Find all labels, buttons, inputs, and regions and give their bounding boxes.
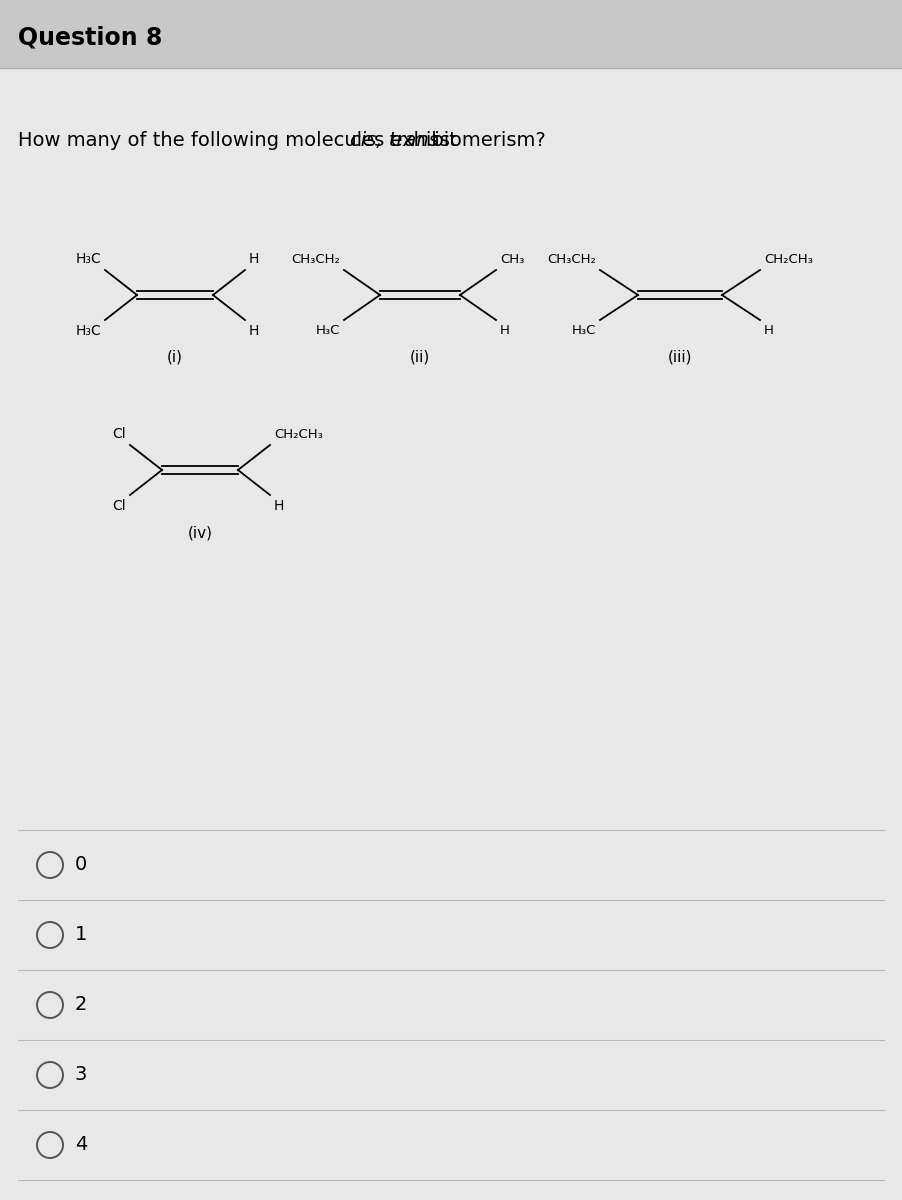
Text: H: H [249, 324, 260, 338]
Circle shape [37, 992, 63, 1018]
Text: H: H [500, 324, 510, 337]
Text: H₃C: H₃C [75, 324, 101, 338]
Text: H₃C: H₃C [75, 252, 101, 266]
Text: CH₃: CH₃ [500, 253, 524, 266]
Text: Cl: Cl [113, 427, 126, 440]
Circle shape [37, 852, 63, 878]
Text: H: H [764, 324, 774, 337]
Text: (ii): (ii) [410, 350, 430, 365]
Text: (iii): (iii) [667, 350, 692, 365]
Text: 4: 4 [75, 1135, 87, 1154]
Circle shape [37, 1132, 63, 1158]
Text: Question 8: Question 8 [18, 26, 162, 50]
Text: How many of the following molecules exhibit: How many of the following molecules exhi… [18, 131, 463, 150]
Text: 2: 2 [75, 996, 87, 1014]
Circle shape [37, 922, 63, 948]
Text: H₃C: H₃C [316, 324, 340, 337]
Text: CH₂CH₃: CH₂CH₃ [274, 428, 323, 440]
Text: cis, trans: cis, trans [350, 131, 439, 150]
Text: H₃C: H₃C [572, 324, 596, 337]
Text: Cl: Cl [113, 499, 126, 514]
Text: H: H [274, 499, 284, 514]
Text: CH₂CH₃: CH₂CH₃ [764, 253, 813, 266]
Text: (iv): (iv) [188, 526, 213, 540]
Text: (i): (i) [167, 350, 183, 365]
Text: 1: 1 [75, 925, 87, 944]
Circle shape [37, 1062, 63, 1088]
Text: 3: 3 [75, 1066, 87, 1085]
Text: H: H [249, 252, 260, 266]
Text: isomerism?: isomerism? [428, 131, 546, 150]
Bar [0, 0, 902, 68]
Text: CH₃CH₂: CH₃CH₂ [548, 253, 596, 266]
Text: 0: 0 [75, 856, 87, 875]
Text: CH₃CH₂: CH₃CH₂ [291, 253, 340, 266]
